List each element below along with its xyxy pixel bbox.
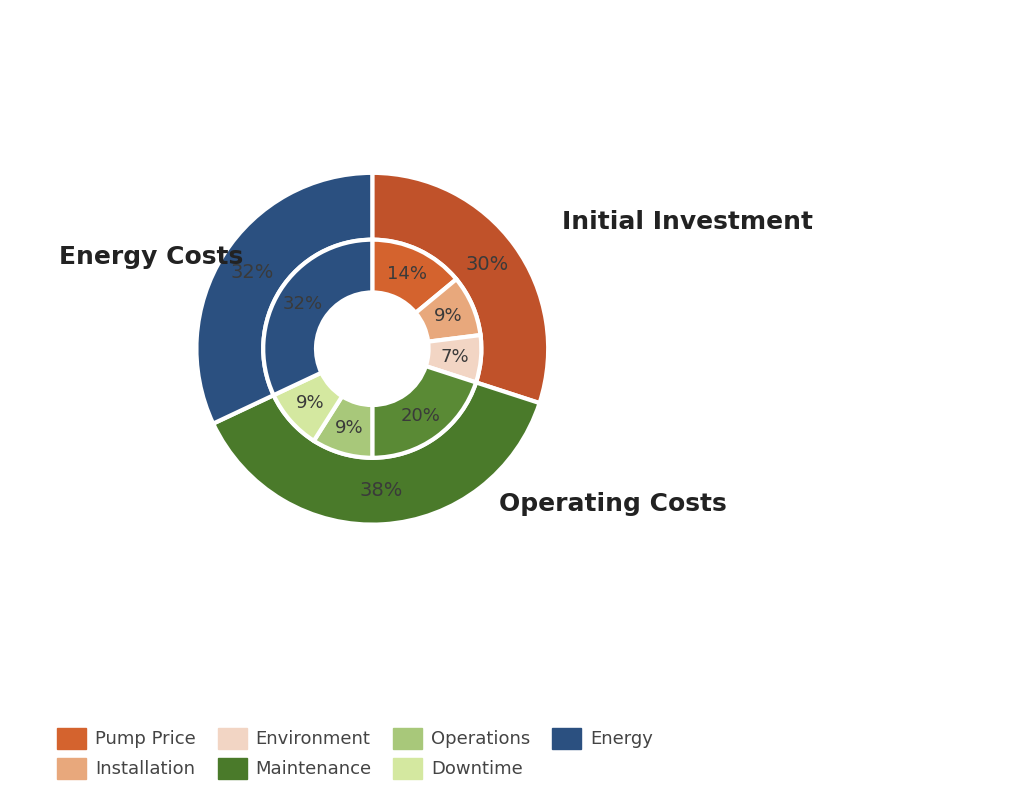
Wedge shape	[372, 240, 457, 313]
Text: 20%: 20%	[401, 406, 441, 425]
Text: 14%: 14%	[388, 265, 428, 283]
Text: 32%: 32%	[230, 263, 274, 282]
Text: 9%: 9%	[295, 394, 324, 413]
Text: 7%: 7%	[440, 347, 469, 366]
Wedge shape	[314, 397, 372, 457]
Wedge shape	[372, 366, 476, 457]
Wedge shape	[274, 373, 342, 441]
Wedge shape	[426, 335, 481, 383]
Text: 9%: 9%	[334, 419, 363, 437]
Wedge shape	[372, 173, 548, 403]
Text: 32%: 32%	[282, 295, 322, 313]
Wedge shape	[196, 173, 372, 423]
Text: 30%: 30%	[466, 255, 509, 274]
Wedge shape	[416, 279, 480, 341]
Legend: Pump Price, Installation, Environment, Maintenance, Operations, Downtime, Energy: Pump Price, Installation, Environment, M…	[50, 720, 660, 786]
Wedge shape	[213, 383, 540, 525]
Wedge shape	[264, 240, 372, 395]
Text: Initial Investment: Initial Investment	[562, 210, 814, 234]
Text: 38%: 38%	[359, 482, 403, 500]
Text: Energy Costs: Energy Costs	[60, 245, 243, 269]
Text: 9%: 9%	[434, 307, 463, 325]
Text: Operating Costs: Operating Costs	[499, 491, 726, 516]
